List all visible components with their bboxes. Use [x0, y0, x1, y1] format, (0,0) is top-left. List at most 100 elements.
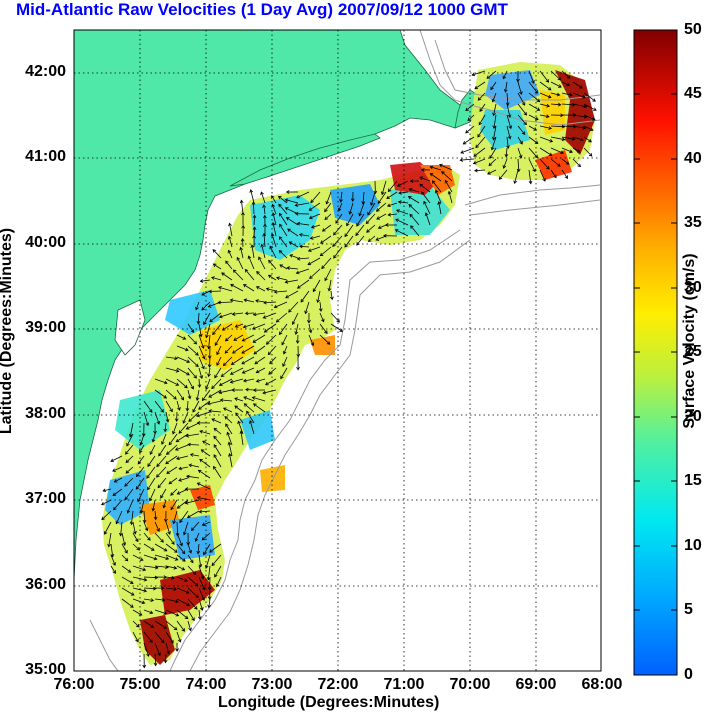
velocity-vector [572, 114, 587, 118]
velocity-arrowhead [216, 362, 220, 366]
velocity-arrowhead [143, 588, 148, 593]
velocity-arrowhead [197, 616, 202, 620]
velocity-arrowhead [287, 228, 291, 232]
velocity-arrowhead [225, 260, 229, 265]
velocity-arrowhead [229, 371, 234, 375]
velocity-vector [207, 400, 222, 405]
velocity-arrowhead [383, 233, 387, 238]
velocity-arrowhead [220, 373, 225, 377]
velocity-vector [198, 469, 211, 479]
velocity-vector [274, 290, 288, 293]
velocity-arrowhead [254, 360, 259, 365]
y-tick-label: 39:00 [25, 319, 66, 336]
velocity-vector [165, 642, 170, 654]
velocity-vector [252, 323, 266, 330]
colorbar-tick-label: 0 [684, 666, 693, 683]
velocity-vector [143, 543, 155, 551]
velocity-vector [187, 378, 194, 390]
velocity-arrowhead [489, 155, 493, 159]
velocity-arrowhead [409, 213, 413, 218]
velocity-arrowhead [208, 289, 212, 294]
velocity-vector [292, 312, 299, 325]
velocity-arrowhead [201, 586, 206, 591]
velocity-vector [165, 598, 179, 603]
velocity-arrowhead [569, 92, 573, 97]
velocity-arrowhead [307, 261, 312, 266]
velocity-vector [223, 407, 233, 413]
velocity-vector [132, 631, 139, 642]
velocity-arrowhead [161, 597, 166, 602]
velocity-arrowhead [195, 363, 199, 368]
velocity-arrowhead [521, 102, 526, 106]
velocity-arrowhead [465, 129, 469, 134]
velocity-arrowhead [192, 571, 197, 576]
velocity-vector [506, 114, 512, 129]
velocity-arrowhead [265, 287, 270, 291]
velocity-vector [410, 225, 420, 237]
velocity-arrowhead [245, 387, 249, 392]
velocity-vector [272, 212, 277, 226]
velocity-vector [165, 587, 177, 590]
velocity-arrowhead [429, 165, 434, 170]
velocity-vector [324, 268, 332, 281]
velocity-vector [143, 609, 153, 614]
velocity-vector [112, 488, 123, 496]
velocity-arrowhead [184, 615, 189, 620]
velocity-vector [272, 222, 277, 237]
velocity-vector [309, 268, 321, 279]
velocity-arrowhead [170, 639, 174, 644]
velocity-vector [248, 255, 255, 270]
velocity-arrowhead [557, 102, 562, 107]
velocity-arrowhead [252, 312, 257, 317]
velocity-arrowhead [160, 408, 164, 413]
velocity-vector [486, 70, 497, 79]
velocity-vector [276, 312, 288, 323]
velocity-arrowhead [375, 237, 380, 241]
velocity-arrowhead [304, 310, 308, 315]
velocity-vector [539, 92, 552, 98]
velocity-vector [330, 312, 340, 323]
velocity-vector [132, 587, 147, 592]
velocity-vector [154, 532, 164, 543]
velocity-arrowhead [252, 339, 257, 343]
velocity-vector [320, 235, 332, 244]
velocity-vector [539, 70, 549, 83]
velocity-arrowhead [205, 386, 209, 391]
velocity-arrowhead [320, 240, 324, 244]
velocity-arrowhead [498, 176, 503, 180]
velocity-vector [572, 125, 586, 129]
velocity-arrowhead [289, 254, 294, 258]
y-tick-label: 38:00 [25, 405, 66, 422]
velocity-vector [299, 245, 310, 248]
velocity-vector [201, 532, 211, 541]
velocity-arrowhead [281, 341, 285, 346]
velocity-vector [264, 323, 277, 333]
velocity-vector [550, 70, 561, 81]
velocity-vector [236, 257, 244, 270]
velocity-vector [154, 642, 161, 656]
velocity-arrowhead [429, 173, 434, 177]
velocity-vector [395, 229, 409, 237]
velocity-vector [240, 247, 244, 259]
velocity-arrowhead [172, 520, 176, 525]
colorbar-tick-label: 35 [684, 214, 702, 231]
velocity-arrowhead [110, 458, 115, 462]
velocity-arrowhead [207, 373, 211, 378]
velocity-arrowhead [217, 300, 221, 305]
velocity-vector [176, 598, 190, 606]
velocity-vector [473, 147, 486, 157]
velocity-arrowhead [234, 405, 238, 409]
velocity-arrowhead [278, 250, 283, 254]
velocity-arrowhead [230, 283, 234, 288]
velocity-vector [205, 378, 211, 390]
velocity-arrowhead [195, 397, 200, 401]
velocity-arrowhead [195, 594, 199, 599]
velocity-arrowhead [212, 263, 217, 267]
velocity-arrowhead [460, 150, 465, 154]
velocity-arrowhead [365, 220, 370, 225]
velocity-arrowhead [226, 431, 230, 436]
colorbar [633, 29, 678, 676]
velocity-arrowhead [185, 407, 190, 412]
map-title: Mid-Atlantic Raw Velocities (1 Day Avg) … [16, 0, 508, 19]
velocity-vector [279, 250, 288, 259]
